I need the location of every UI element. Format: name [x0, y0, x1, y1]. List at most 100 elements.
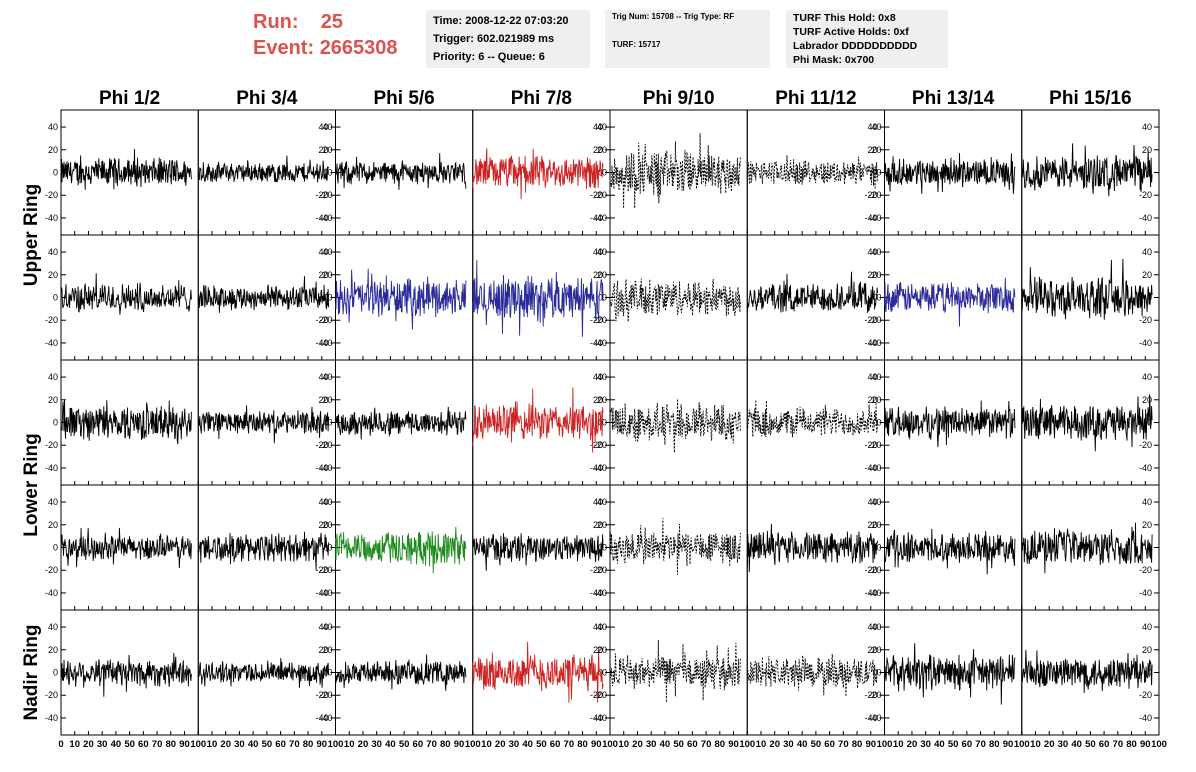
y-tick-label: -20 — [1139, 315, 1152, 325]
column-header: Phi 5/6 — [374, 88, 435, 109]
y-tick-label: 40 — [871, 497, 881, 507]
y-tick-label: 20 — [597, 145, 607, 155]
y-tick-label: 40 — [48, 497, 58, 507]
y-tick-label: 0 — [872, 293, 877, 303]
trig-num-text: Trig Num: 15708 -- Trig Type: RF — [612, 12, 735, 21]
x-tick-label: 10 — [207, 739, 218, 750]
y-tick-label: -40 — [868, 713, 881, 723]
y-tick-label: 20 — [867, 395, 877, 405]
x-tick-label: 60 — [687, 739, 698, 750]
y-tick-label: 0 — [327, 168, 332, 178]
waveform-trace — [197, 405, 330, 444]
x-tick-label: 100 — [328, 739, 344, 750]
y-tick-label: 40 — [1142, 247, 1152, 257]
run-event-header: Run: 25 Event: 2665308 — [253, 9, 423, 61]
y-tick-label: 40 — [867, 622, 877, 632]
y-tick-label: -20 — [868, 690, 881, 700]
row-label: Upper Ring — [21, 184, 42, 286]
y-tick-label: -20 — [319, 190, 332, 200]
x-tick-label: 70 — [838, 739, 849, 750]
y-tick-label: -40 — [1139, 338, 1152, 348]
y-tick-label: -20 — [319, 565, 332, 575]
x-tick-label: 30 — [920, 739, 931, 750]
y-tick-label: -20 — [868, 315, 881, 325]
y-tick-label: 0 — [53, 418, 58, 428]
y-tick-label: 0 — [602, 543, 607, 553]
y-tick-label: 20 — [318, 145, 328, 155]
event-label: Event: — [253, 37, 315, 59]
x-tick-label: 20 — [1044, 739, 1055, 750]
x-tick-label: 30 — [783, 739, 794, 750]
y-tick-label: -40 — [590, 713, 603, 723]
y-tick-label: -40 — [864, 463, 877, 473]
y-tick-label: 0 — [602, 168, 607, 178]
x-tick-label: 50 — [948, 739, 959, 750]
column-header: Phi 3/4 — [236, 88, 298, 109]
y-tick-label: 0 — [327, 418, 332, 428]
waveform-trace — [746, 523, 879, 573]
y-tick-label: 20 — [867, 645, 877, 655]
y-tick-label: -40 — [45, 588, 58, 598]
x-tick-label: 60 — [138, 739, 149, 750]
waveform-trace — [60, 273, 192, 315]
y-tick-label: 40 — [322, 122, 332, 132]
x-tick-label: 100 — [1014, 739, 1030, 750]
y-tick-label: -20 — [590, 440, 603, 450]
waveform-trace — [197, 276, 330, 313]
x-tick-label: 10 — [344, 739, 355, 750]
y-tick-label: -40 — [1139, 463, 1152, 473]
y-tick-label: 0 — [598, 293, 603, 303]
y-tick-label: 40 — [867, 497, 877, 507]
y-tick-label: -40 — [45, 338, 58, 348]
event-line: Event: 2665308 — [253, 35, 423, 61]
turf-active-text: TURF Active Holds: 0xf — [793, 26, 909, 38]
x-tick-label: 40 — [934, 739, 945, 750]
column-header: Phi 11/12 — [775, 88, 856, 109]
y-tick-label: 20 — [318, 520, 328, 530]
x-tick-label: 20 — [495, 739, 506, 750]
x-tick-label: 60 — [275, 739, 286, 750]
turf-hold-text: TURF This Hold: 0x8 — [793, 12, 896, 24]
waveform-trace — [472, 148, 604, 200]
y-tick-label: -20 — [1139, 190, 1152, 200]
waveform-trace — [884, 152, 1016, 195]
waveform-trace — [472, 533, 604, 571]
y-tick-label: 40 — [867, 122, 877, 132]
y-tick-label: 0 — [598, 168, 603, 178]
x-tick-label: 10 — [618, 739, 629, 750]
y-tick-label: -40 — [590, 588, 603, 598]
y-tick-label: 0 — [53, 293, 58, 303]
x-tick-label: 10 — [893, 739, 904, 750]
y-tick-label: 20 — [593, 145, 603, 155]
waveform-trace — [335, 153, 467, 190]
y-tick-label: -40 — [45, 213, 58, 223]
x-tick-label: 40 — [797, 739, 808, 750]
y-tick-label: 20 — [871, 145, 881, 155]
waveform-trace — [609, 278, 741, 322]
x-tick-label: 60 — [1099, 739, 1110, 750]
y-tick-label: 20 — [318, 395, 328, 405]
y-tick-label: 20 — [593, 645, 603, 655]
y-tick-label: -40 — [864, 713, 877, 723]
waveform-trace — [884, 277, 1016, 327]
y-tick-label: 40 — [322, 497, 332, 507]
y-tick-label: 40 — [322, 622, 332, 632]
y-tick-label: 40 — [597, 497, 607, 507]
y-tick-label: -40 — [315, 463, 328, 473]
waveform-trace — [1021, 522, 1153, 574]
y-tick-label: -40 — [315, 588, 328, 598]
x-tick-label: 80 — [166, 739, 177, 750]
waveform-trace — [609, 518, 741, 576]
y-tick-label: 40 — [871, 622, 881, 632]
y-tick-label: 40 — [322, 372, 332, 382]
y-tick-label: -40 — [594, 588, 607, 598]
x-tick-label: 20 — [769, 739, 780, 750]
y-tick-label: -20 — [864, 565, 877, 575]
waveform-trace — [884, 400, 1016, 449]
x-tick-label: 100 — [1151, 739, 1167, 750]
labrador-text: Labrador DDDDDDDDDD — [793, 40, 918, 52]
y-tick-label: 0 — [872, 168, 877, 178]
y-tick-label: -20 — [1139, 440, 1152, 450]
waveform-trace — [472, 260, 604, 337]
